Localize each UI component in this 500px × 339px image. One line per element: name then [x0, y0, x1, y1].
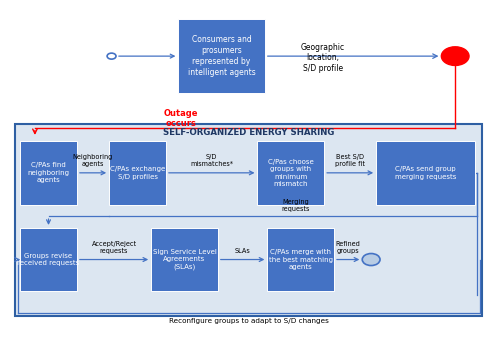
Text: occurs: occurs: [166, 119, 196, 128]
Circle shape: [442, 47, 469, 65]
Text: Consumers and
prosumers
represented by
intelligent agents: Consumers and prosumers represented by i…: [188, 35, 256, 77]
Text: Groups revise
received requests: Groups revise received requests: [18, 253, 80, 266]
Circle shape: [362, 254, 380, 265]
Text: Best S/D
profile fit: Best S/D profile fit: [335, 154, 365, 167]
FancyBboxPatch shape: [151, 228, 218, 291]
FancyBboxPatch shape: [376, 141, 475, 204]
Text: C/PAs find
neighboring
agents: C/PAs find neighboring agents: [28, 162, 70, 183]
Text: Reconfigure groups to adapt to S/D changes: Reconfigure groups to adapt to S/D chang…: [169, 318, 329, 324]
Text: C/PAs merge with
the best matching
agents: C/PAs merge with the best matching agent…: [268, 249, 332, 270]
Text: C/PAs exchange
S/D profiles: C/PAs exchange S/D profiles: [110, 166, 165, 180]
Text: Neighboring
agents: Neighboring agents: [73, 154, 113, 167]
FancyBboxPatch shape: [178, 19, 265, 93]
Text: SELF-ORGANIZED ENERGY SHARING: SELF-ORGANIZED ENERGY SHARING: [164, 128, 334, 137]
Text: Sign Service Level
Agreements
(SLAs): Sign Service Level Agreements (SLAs): [152, 249, 216, 270]
Text: C/PAs send group
merging requests: C/PAs send group merging requests: [395, 166, 456, 180]
Text: Merging
requests: Merging requests: [282, 199, 310, 212]
Text: Outage: Outage: [164, 109, 198, 118]
Text: Geographic
location,
S/D profile: Geographic location, S/D profile: [301, 43, 345, 73]
Text: Refined
groups: Refined groups: [336, 241, 360, 254]
FancyBboxPatch shape: [268, 228, 334, 291]
Text: C/Pas choose
groups with
minimum
mismatch: C/Pas choose groups with minimum mismatc…: [268, 159, 314, 187]
FancyBboxPatch shape: [258, 141, 324, 204]
Text: Accept/Reject
requests: Accept/Reject requests: [92, 241, 136, 254]
FancyBboxPatch shape: [109, 141, 166, 204]
Text: SLAs: SLAs: [234, 247, 250, 254]
Text: S/D
mismatches*: S/D mismatches*: [190, 154, 233, 167]
FancyBboxPatch shape: [20, 228, 77, 291]
FancyBboxPatch shape: [20, 141, 77, 204]
Bar: [15, 124, 482, 316]
